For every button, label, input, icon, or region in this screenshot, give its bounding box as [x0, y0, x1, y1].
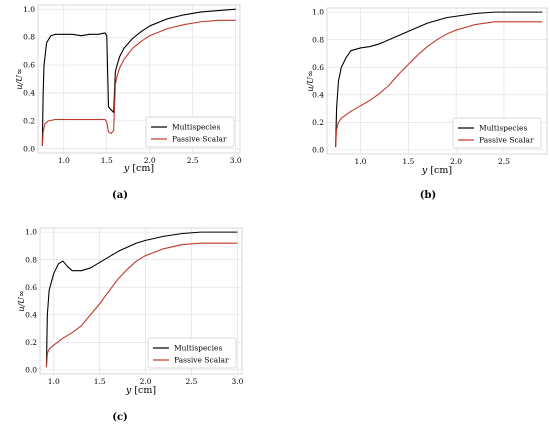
x-tick-label-c-3: 2.5 [186, 377, 198, 386]
y-tick-label-b-5: 1.0 [312, 8, 324, 17]
plot-frame-b [326, 7, 548, 155]
y-tick-label-b-1: 0.2 [312, 118, 324, 127]
legend-box-a [145, 116, 235, 148]
x-tick-label-a-4: 3.0 [230, 156, 242, 165]
chart-panel-a: 0.0 0.2 0.4 0.6 0.8 1.0 1.0 1.5 2.0 2.5 3.0 y [cm] u… [15, 4, 242, 201]
y-tick-label-a-2: 0.4 [23, 89, 35, 98]
y-tick-label-b-2: 0.4 [312, 90, 324, 99]
plot-frame-a [37, 4, 241, 154]
y-axis-label-c: u/U∞ [17, 290, 26, 311]
y-tick-label-a-0: 0.0 [23, 144, 35, 153]
chart-panel-c: 0.0 0.2 0.4 0.6 0.8 1.0 1.0 1.5 2.0 2.5 3.0 y [cm] u… [17, 227, 244, 423]
y-tick-label-c-1: 0.2 [25, 338, 37, 347]
legend-label-passive-scalar-b: Passive Scalar [479, 136, 534, 145]
series-line-passive-scalar-a [41, 19, 236, 147]
y-tick-label-b-4: 0.8 [312, 35, 324, 44]
chart-panel-b: 0.0 0.2 0.4 0.6 0.8 1.0 1.0 1.5 2.0 2.5 y [cm] u/U∞… [306, 7, 548, 201]
x-tick-label-c-4: 3.0 [231, 377, 243, 386]
y-tick-label-c-5: 1.0 [25, 228, 37, 237]
x-tick-label-c-0: 1.0 [48, 377, 60, 386]
y-axis-label-a: u/U∞ [15, 68, 24, 89]
y-tick-label-a-3: 0.6 [23, 61, 35, 70]
legend-label-multispecies-c: Multispecies [174, 344, 222, 353]
legend-label-multispecies-b: Multispecies [479, 124, 527, 133]
y-tick-label-c-4: 0.8 [25, 255, 37, 264]
x-tick-label-b-0: 1.0 [355, 157, 367, 166]
x-axis-label-c: y [cm] [125, 385, 156, 396]
series-line-multispecies-c [45, 231, 238, 368]
y-tick-label-c-3: 0.6 [25, 283, 37, 292]
panel-caption-b: (b) [420, 190, 436, 201]
x-tick-label-a-1: 1.5 [101, 156, 113, 165]
y-tick-label-b-0: 0.0 [312, 145, 324, 154]
x-tick-label-b-2: 2.0 [450, 157, 462, 166]
y-tick-label-c-0: 0.0 [25, 365, 37, 374]
y-tick-label-b-3: 0.6 [312, 63, 324, 72]
x-axis-label-b: y [cm] [421, 165, 452, 176]
series-line-passive-scalar-b [335, 21, 543, 148]
x-tick-label-a-0: 1.0 [58, 156, 70, 165]
plot-frame-c [39, 227, 243, 375]
x-tick-label-a-3: 2.5 [187, 156, 199, 165]
legend-b: Multispecies Passive Scalar [452, 117, 542, 149]
x-tick-label-c-2: 2.0 [140, 377, 152, 386]
x-tick-label-b-3: 2.5 [498, 157, 510, 166]
y-tick-label-a-1: 0.2 [23, 116, 35, 125]
y-tick-label-c-2: 0.4 [25, 310, 37, 319]
x-tick-label-c-1: 1.5 [94, 377, 106, 386]
legend-a: Multispecies Passive Scalar [145, 116, 235, 148]
legend-box-c [147, 337, 237, 369]
series-line-multispecies-b [335, 11, 543, 148]
legend-label-passive-scalar-c: Passive Scalar [174, 356, 229, 365]
legend-box-b [452, 117, 542, 149]
legend-c: Multispecies Passive Scalar [147, 337, 237, 369]
x-tick-label-b-1: 1.5 [402, 157, 414, 166]
panel-caption-a: (a) [112, 190, 128, 201]
series-line-multispecies-a [41, 8, 236, 147]
x-tick-label-a-2: 2.0 [144, 156, 156, 165]
panel-caption-c: (c) [112, 412, 128, 423]
y-axis-label-b: u/U∞ [306, 70, 315, 91]
series-line-passive-scalar-c [45, 242, 238, 368]
legend-label-passive-scalar-a: Passive Scalar [172, 135, 227, 144]
x-axis-label-a: y [cm] [123, 163, 154, 174]
legend-label-multispecies-a: Multispecies [172, 123, 220, 132]
y-tick-label-a-4: 0.8 [23, 33, 35, 42]
y-tick-label-a-5: 1.0 [23, 5, 35, 14]
